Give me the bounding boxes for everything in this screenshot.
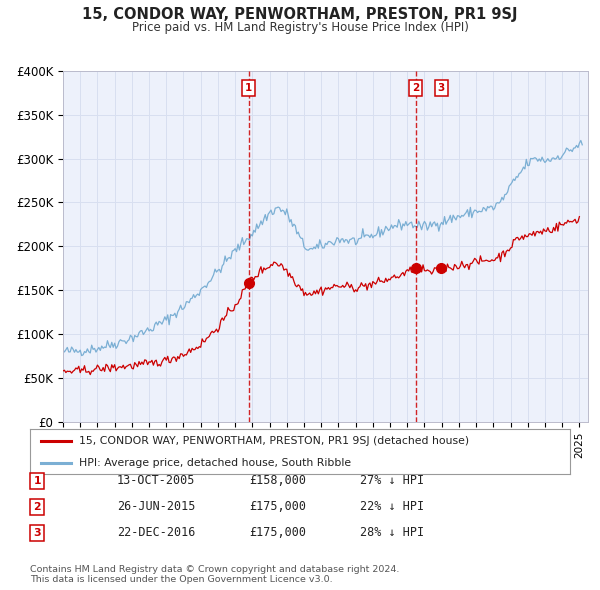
Text: 27% ↓ HPI: 27% ↓ HPI (360, 474, 424, 487)
Text: 3: 3 (34, 528, 41, 537)
Text: 26-JUN-2015: 26-JUN-2015 (117, 500, 196, 513)
Text: 28% ↓ HPI: 28% ↓ HPI (360, 526, 424, 539)
Text: £175,000: £175,000 (249, 526, 306, 539)
Text: HPI: Average price, detached house, South Ribble: HPI: Average price, detached house, Sout… (79, 458, 351, 467)
Text: 1: 1 (34, 476, 41, 486)
Text: £158,000: £158,000 (249, 474, 306, 487)
Text: 3: 3 (438, 83, 445, 93)
Text: 22-DEC-2016: 22-DEC-2016 (117, 526, 196, 539)
Text: Price paid vs. HM Land Registry's House Price Index (HPI): Price paid vs. HM Land Registry's House … (131, 21, 469, 34)
Text: 1: 1 (245, 83, 253, 93)
Text: Contains HM Land Registry data © Crown copyright and database right 2024.
This d: Contains HM Land Registry data © Crown c… (30, 565, 400, 584)
Text: 15, CONDOR WAY, PENWORTHAM, PRESTON, PR1 9SJ: 15, CONDOR WAY, PENWORTHAM, PRESTON, PR1… (82, 7, 518, 22)
Text: 2: 2 (412, 83, 419, 93)
Text: 22% ↓ HPI: 22% ↓ HPI (360, 500, 424, 513)
Text: 13-OCT-2005: 13-OCT-2005 (117, 474, 196, 487)
Text: £175,000: £175,000 (249, 500, 306, 513)
Text: 15, CONDOR WAY, PENWORTHAM, PRESTON, PR1 9SJ (detached house): 15, CONDOR WAY, PENWORTHAM, PRESTON, PR1… (79, 437, 469, 447)
Text: 2: 2 (34, 502, 41, 512)
